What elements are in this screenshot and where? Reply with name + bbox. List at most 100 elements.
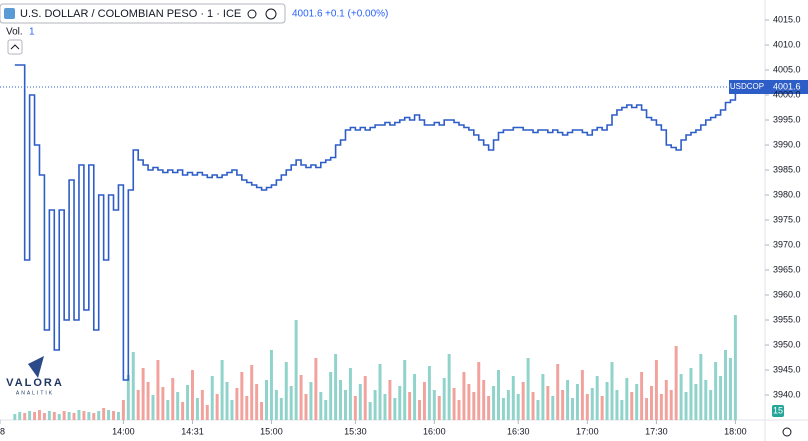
volume-bar	[200, 390, 204, 420]
volume-bar	[294, 320, 298, 420]
volume-bar	[457, 400, 461, 420]
logo-mark	[28, 356, 44, 378]
volume-bar	[186, 385, 190, 420]
volume-interval: 1	[29, 27, 35, 38]
volume-bar	[511, 376, 515, 420]
volume-bar	[556, 364, 560, 420]
volume-bar	[18, 412, 22, 420]
y-tick-label: 3965.0	[773, 264, 801, 274]
volume-bar	[566, 380, 570, 420]
menu-icon[interactable]	[265, 8, 277, 20]
price-line	[14, 64, 741, 381]
volume-bar	[635, 384, 639, 420]
volume-bar	[334, 354, 338, 420]
volume-bar	[205, 405, 209, 420]
volume-bar	[373, 390, 377, 420]
volume-bar	[97, 411, 101, 420]
volume-bar	[403, 360, 407, 420]
volume-bar	[551, 396, 555, 420]
volume-bar	[521, 382, 525, 420]
volume-bar	[166, 400, 170, 420]
volume-bar	[299, 375, 303, 420]
volume-bar	[319, 392, 323, 420]
volume-bar	[561, 390, 565, 420]
volume-bar	[418, 400, 421, 420]
volume-bar	[442, 378, 446, 420]
volume-bar	[516, 394, 520, 420]
title-box[interactable]	[0, 3, 286, 24]
volume-bar	[546, 386, 550, 420]
volume-bar	[156, 360, 160, 420]
volume-bar	[255, 384, 259, 420]
axis-layer: 4015.0 4010.0 4005.0 4000.0 3995.0 3990.0 3985…	[0, 14, 801, 436]
volume-bar	[102, 408, 106, 420]
volume-bar	[13, 414, 17, 420]
settings-icon[interactable]	[782, 427, 792, 437]
volume-bar	[605, 382, 609, 420]
volume-bar	[536, 400, 540, 420]
volume-bar	[274, 390, 278, 420]
volume-bar	[339, 380, 343, 420]
volume-bar	[220, 360, 224, 420]
volume-bar	[709, 390, 713, 420]
volume-bar	[348, 368, 352, 420]
volume-bar	[181, 402, 185, 420]
volume-bar	[674, 346, 678, 420]
volume-bar	[393, 398, 397, 420]
collapse-arrow	[10, 44, 20, 50]
y-tick-label: 4010.0	[773, 39, 801, 49]
volume-bar	[161, 387, 165, 420]
volume-bar	[487, 396, 491, 420]
volume-label: Vol.	[6, 27, 23, 38]
x-tick-label: 16:30	[507, 426, 530, 436]
volume-bar	[595, 376, 599, 420]
volume-bar	[72, 413, 76, 420]
volume-bar	[245, 396, 249, 420]
volume-bar	[141, 368, 145, 420]
volume-bar	[728, 358, 732, 420]
volume-bar	[47, 411, 51, 420]
volume-bar	[279, 398, 283, 420]
volume-bar	[57, 414, 61, 420]
volume-bar	[265, 380, 268, 420]
volume-bar	[378, 364, 382, 420]
y-tick-label: 3990.0	[773, 139, 801, 149]
plot-layer: USDCOP 4001.6	[0, 64, 808, 381]
price-tag	[765, 80, 808, 94]
volume-bar	[28, 411, 32, 420]
volume-bar	[191, 370, 194, 420]
y-tick-label: 3950.0	[773, 339, 801, 349]
volume-bar	[679, 374, 683, 420]
volume-bar	[640, 372, 644, 420]
volume-bar	[477, 362, 481, 420]
volume-bar	[437, 396, 441, 420]
y-tick-label: 3940.0	[773, 389, 801, 399]
volume-bar	[580, 370, 584, 420]
volume-bar	[314, 358, 318, 420]
symbol-tag-label: USDCOP	[730, 82, 764, 91]
volume-box-label: 15	[773, 405, 783, 415]
volume-bar	[329, 372, 333, 420]
volume-bar	[689, 368, 693, 420]
volume-bar	[230, 400, 234, 420]
volume-bar	[62, 411, 66, 420]
volume-bar	[422, 382, 426, 420]
volume-bar	[92, 413, 96, 420]
collapse-button[interactable]	[7, 39, 23, 55]
symbol-tag	[729, 80, 765, 94]
x-tick-label: 15:00	[260, 426, 283, 436]
volume-bar	[240, 372, 244, 420]
volume-bar	[645, 398, 649, 420]
volume-bar	[398, 386, 402, 420]
y-tick-label: 3985.0	[773, 164, 801, 174]
x-tick-label: 16:00	[423, 426, 446, 436]
volume-bar	[447, 354, 451, 420]
eye-icon[interactable]	[247, 9, 257, 19]
volume-bar	[33, 412, 37, 420]
volume-bar	[82, 411, 86, 420]
volume-bar	[724, 350, 727, 420]
volume-bar	[472, 392, 476, 420]
volume-bar	[714, 362, 718, 420]
volume-bar	[719, 376, 723, 420]
